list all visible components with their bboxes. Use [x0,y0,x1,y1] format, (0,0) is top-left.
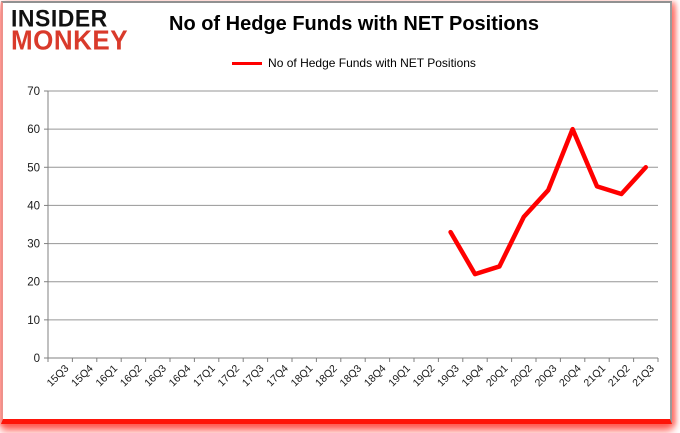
x-tick-label: 16Q3 [142,363,169,390]
y-tick-label: 60 [27,124,40,136]
y-tick-label: 70 [27,86,40,98]
x-tick-label: 16Q2 [118,363,145,390]
x-tick-label: 21Q3 [630,363,657,390]
series-line [448,126,649,277]
logo-line1: INSIDER [11,4,108,32]
x-tick-label: 16Q4 [167,363,194,390]
image-frame [1,1,672,424]
x-tick-label: 17Q2 [215,363,242,390]
x-tick-label: 20Q4 [557,363,584,390]
y-tick-label: 50 [27,162,40,174]
x-tick-label: 21Q1 [581,363,608,390]
legend-label: No of Hedge Funds with NET Positions [268,56,476,70]
chart-title: No of Hedge Funds with NET Positions [169,13,539,35]
x-tick-label: 20Q1 [484,363,511,390]
x-tick-label: 18Q3 [337,363,364,390]
x-tick-label: 20Q3 [533,363,560,390]
x-tick-label: 18Q1 [289,363,316,390]
insider-monkey-logo: INSIDER MONKEY [11,4,129,56]
x-tick-label: 17Q4 [264,363,291,390]
y-tick-label: 40 [27,200,40,212]
x-tick-label: 15Q3 [45,363,72,390]
legend-line-swatch [232,61,263,65]
x-tick-label: 17Q3 [240,363,267,390]
x-tick-label: 19Q4 [459,363,486,390]
x-tick-label: 18Q4 [362,363,389,390]
x-tick-label: 16Q1 [93,363,120,390]
x-tick-label: 15Q4 [69,363,96,390]
y-tick-label: 10 [27,315,40,327]
x-tick-label: 19Q2 [411,363,438,390]
x-tick-label: 19Q3 [435,363,462,390]
x-tick-label: 20Q2 [508,363,535,390]
logo-line2: MONKEY [11,24,129,56]
x-tick-label: 17Q1 [191,363,218,390]
legend: No of Hedge Funds with NET Positions [48,56,660,70]
y-tick-label: 20 [27,277,40,289]
y-tick-label: 30 [27,239,40,251]
x-tick-label: 19Q1 [386,363,413,390]
x-tick-label: 18Q2 [313,363,340,390]
y-tick-label: 0 [34,353,40,365]
x-tick-label: 21Q2 [606,363,633,390]
